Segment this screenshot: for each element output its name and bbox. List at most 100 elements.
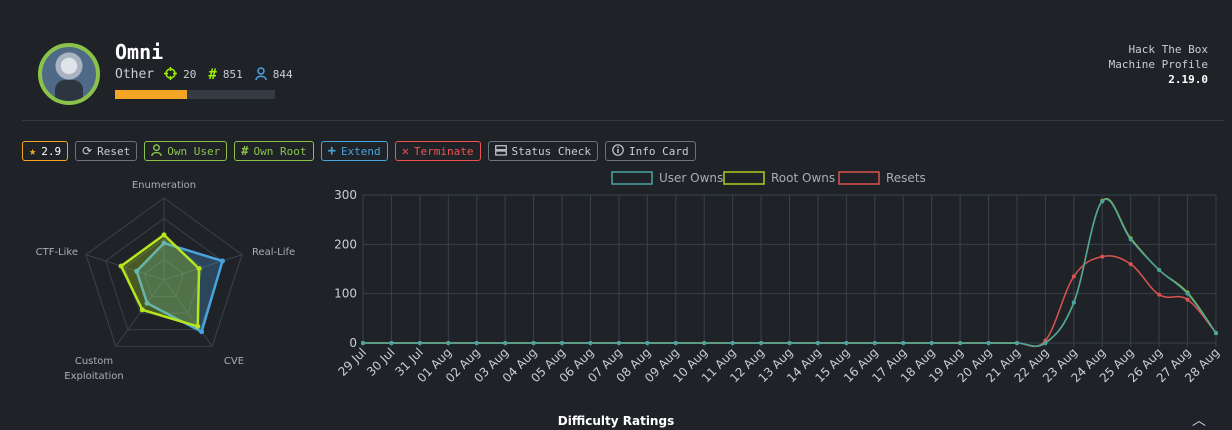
data-point [1071,300,1076,305]
info-card-button[interactable]: Info Card [605,141,696,161]
close-icon: ✕ [401,144,409,158]
data-point [1128,262,1133,267]
progress-fill [115,90,187,99]
radar-point [161,240,167,246]
y-tick-label: 200 [334,237,357,251]
profile-header-info: Hack The Box Machine Profile 2.19.0 [1109,42,1208,87]
data-point [1214,331,1218,336]
data-point [872,341,877,345]
data-point [616,341,621,345]
terminate-label: Terminate [413,144,474,158]
radar-series-machine [135,241,225,334]
owns-line-chart: User Owns Root Owns Resets 0 100 200 300 29 Jul… [334,171,1222,385]
terminate-button[interactable]: ✕ Terminate [394,141,481,161]
data-point [958,341,963,345]
radar-point [195,323,201,329]
data-point [1100,199,1105,204]
legend-swatch [838,171,880,185]
brand-line: Hack The Box [1128,43,1208,56]
data-point [986,341,991,345]
user-icon [151,144,163,158]
data-point [417,341,422,345]
crosshair-icon [164,67,178,82]
section-title-difficulty: Difficulty Ratings [557,414,675,428]
radar-spoke [115,279,165,347]
radar-axis-label: Real-Life [252,247,295,258]
data-point [645,341,650,345]
data-point [588,341,593,345]
avatar-image [42,47,96,101]
profile-line: Machine Profile [1108,58,1208,71]
status-check-button[interactable]: Status Check [487,141,599,161]
radar-axis-label: Exploitation [64,371,123,382]
star-icon: ★ [29,144,37,158]
radar-point [118,263,124,269]
data-point [1185,291,1190,296]
root-owns-value: 851 [222,68,243,81]
y-tick-label: 0 [349,336,357,350]
data-point [503,341,508,345]
data-point [474,341,479,345]
extend-label: Extend [340,144,381,158]
y-tick-label: 300 [334,188,357,202]
status-check-label: Status Check [511,144,592,158]
radar-point [199,329,205,335]
machine-stats: Other 20 # 851 844 [115,67,299,82]
server-icon [494,144,507,158]
radar-point [161,232,167,238]
legend-label: Resets [886,171,926,185]
data-point [844,341,849,345]
divider [22,120,1224,121]
radar-grid-ring [104,217,224,331]
machine-name: Omni [115,40,164,64]
action-toolbar: ★ 2.9 ⟳ Reset Own User # Own Root + Extend ✕… [22,141,696,161]
data-point [702,341,707,345]
data-point [446,341,451,345]
radar-axis-label: Enumeration [132,180,196,191]
radar-spoke [85,254,165,281]
data-point [901,341,906,345]
data-point [531,341,536,345]
radar-point [196,266,202,272]
plus-icon: + [327,143,336,159]
data-point [759,341,764,345]
rating-button[interactable]: ★ 2.9 [22,141,69,161]
data-point [1100,254,1105,259]
data-point [1157,292,1162,297]
own-root-label: Own Root [253,144,307,158]
data-point [787,341,792,345]
chevron-up-icon[interactable]: ︿ [1192,413,1206,429]
radar-point [139,307,145,313]
data-point [1157,267,1162,272]
reset-label: Reset [97,144,131,158]
info-card-label: Info Card [629,144,689,158]
radar-point [219,258,225,264]
x-tick-label: 30 Jul [364,345,398,379]
reset-button[interactable]: ⟳ Reset [75,141,138,161]
difficulty-progress-bar [115,90,275,99]
hash-icon: # [241,144,249,158]
x-tick-label: 29 Jul [335,345,369,379]
data-point [1043,341,1048,345]
legend-label: User Owns [659,171,723,185]
os-label: Other [115,67,155,82]
avatar [38,43,100,105]
radar-spoke [163,279,213,347]
refresh-icon: ⟳ [82,144,93,158]
radar-point [134,268,140,274]
own-user-label: Own User [167,144,221,158]
y-tick-label: 100 [334,287,357,301]
radar-axis-label: CTF-Like [36,247,78,258]
radar-spoke [163,254,243,281]
data-point [1128,237,1133,242]
own-user-button[interactable]: Own User [144,141,228,161]
extend-button[interactable]: + Extend [320,141,388,161]
points-value: 20 [183,68,197,81]
radar-grid-ring [85,197,243,347]
data-point [1014,341,1019,345]
data-point [361,341,365,345]
own-root-button[interactable]: # Own Root [234,141,314,161]
data-point [673,341,678,345]
legend-label: Root Owns [771,171,835,185]
data-point [730,341,735,345]
